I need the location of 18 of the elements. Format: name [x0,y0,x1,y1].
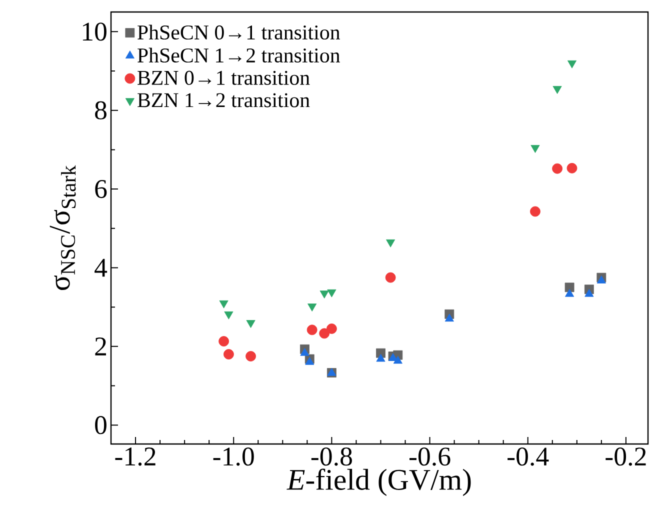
legend-label: PhSeCN 0→1 transition [138,24,340,40]
x-tick-label: -0.8 [311,448,352,466]
y-tick-label: 2 [95,338,106,356]
x-tick-label: -1.0 [213,448,254,466]
legend-label: PhSeCN 1→2 transition [138,48,340,63]
x-tick-label: -0.2 [606,448,646,466]
x-axis-title: E-field (GV/m) [286,468,471,496]
y-tick-label: 6 [95,180,107,198]
y-tick-label: 10 [82,22,106,41]
y-axis-title: σ$_{NSC}$/σ$_{Stark}$ [50,165,76,290]
legend-label: BZN 1→2 transition [138,93,310,108]
legend-label: BZN 0→1 transition [138,70,310,85]
y-tick-label: 0 [95,416,106,434]
y-tick-label: 4 [94,258,108,277]
x-tick-label: -0.4 [508,448,549,466]
x-tick-label: -1.2 [115,448,156,466]
x-tick-label: -0.6 [409,448,450,466]
y-tick-label: 8 [95,101,106,120]
